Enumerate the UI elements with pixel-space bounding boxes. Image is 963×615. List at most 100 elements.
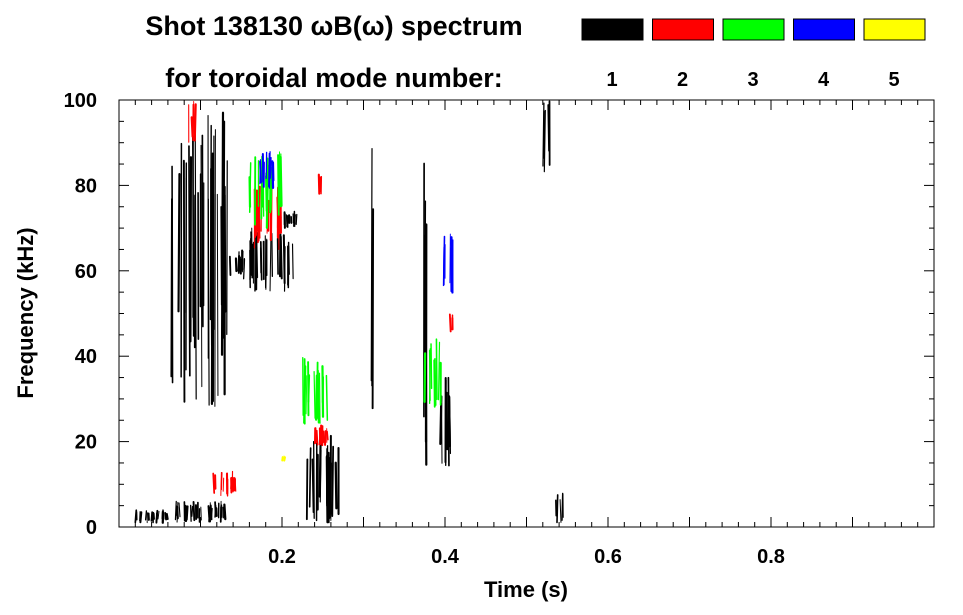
spectral-feature-mode-4: [259, 151, 275, 189]
feature-streak: [316, 361, 319, 420]
feature-streak: [268, 152, 270, 188]
feature-streak: [286, 215, 290, 228]
feature-streak: [447, 395, 452, 448]
feature-streak: [164, 512, 168, 521]
feature-streak: [232, 476, 235, 492]
feature-streak: [283, 246, 286, 292]
feature-streak: [177, 172, 181, 313]
feature-streak: [318, 372, 321, 424]
feature-streak: [442, 246, 445, 287]
feature-streak: [209, 504, 213, 521]
y-axis-label: Frequency (kHz): [13, 227, 38, 398]
feature-streak: [543, 109, 546, 173]
feature-streak: [259, 241, 263, 281]
spectral-feature-mode-2: [188, 100, 197, 143]
y-tick-label: 80: [75, 175, 97, 197]
feature-streak: [324, 430, 327, 446]
spectral-feature-mode-1: [439, 376, 452, 467]
feature-streak: [305, 375, 308, 415]
legend-swatch-mode-3: [722, 18, 785, 41]
feature-streak: [239, 256, 241, 274]
feature-streak: [178, 502, 181, 518]
feature-streak: [331, 445, 335, 517]
spectral-feature-mode-2: [448, 313, 454, 333]
spectral-feature-mode-2: [212, 470, 237, 497]
feature-streak: [370, 148, 373, 382]
feature-streak: [334, 461, 338, 510]
legend-swatch-mode-2: [652, 18, 714, 41]
spectral-feature-mode-1: [249, 227, 294, 292]
spectral-feature-mode-2: [313, 424, 329, 447]
feature-streak: [305, 458, 309, 521]
feature-streak: [265, 175, 267, 212]
feature-streak: [556, 494, 559, 524]
feature-streak: [321, 429, 324, 443]
legend: 1 2 3 4 5: [581, 18, 926, 91]
feature-streak: [437, 341, 441, 401]
feature-streak: [435, 338, 438, 401]
feature-streak: [259, 160, 262, 184]
feature-streak: [269, 232, 272, 292]
spectral-feature-mode-3: [248, 151, 283, 229]
feature-streak: [182, 159, 186, 403]
feature-streak: [209, 124, 212, 314]
feature-streak: [184, 504, 188, 523]
feature-streak: [220, 472, 223, 491]
feature-streak: [200, 506, 202, 521]
y-tick-label: 60: [75, 261, 97, 283]
legend-label-mode-2: 2: [677, 69, 688, 91]
x-axis-label: Time (s): [484, 577, 568, 602]
spectral-feature-mode-1: [305, 434, 340, 524]
feature-streak: [424, 234, 428, 466]
feature-streak: [157, 510, 160, 520]
y-tick-label: 20: [75, 432, 97, 454]
feature-streak: [190, 116, 194, 138]
feature-streak: [174, 500, 177, 521]
feature-streak: [326, 430, 329, 441]
legend-label-mode-4: 4: [818, 69, 830, 91]
feature-streak: [214, 505, 217, 518]
feature-streak: [208, 506, 212, 523]
x-tick-label: 0.4: [431, 546, 460, 568]
feature-streak: [279, 155, 283, 207]
legend-label-mode-5: 5: [888, 69, 899, 91]
spectral-feature-mode-1: [134, 509, 169, 524]
feature-streak: [448, 313, 452, 333]
plot-frame: [118, 99, 935, 528]
feature-streak: [271, 232, 273, 278]
chart-title-line2: for toroidal mode number:: [165, 63, 503, 93]
feature-streak: [450, 236, 454, 294]
x-tick-label: 0.6: [594, 546, 622, 568]
feature-streak: [176, 501, 179, 523]
feature-streak: [237, 254, 241, 272]
feature-streak: [547, 104, 550, 152]
spectral-feature-mode-1: [174, 500, 227, 523]
spectral-feature-mode-3: [423, 338, 442, 408]
feature-streak: [283, 456, 286, 462]
feature-streak: [326, 455, 328, 519]
feature-streak: [430, 343, 433, 390]
spectral-feature-mode-1: [370, 148, 375, 410]
feature-streak: [216, 193, 219, 396]
spectral-feature-mode-1: [423, 162, 428, 466]
feature-streak: [222, 120, 226, 339]
feature-streak: [313, 371, 316, 419]
feature-streak: [165, 512, 169, 521]
legend-swatch-mode-1: [581, 18, 644, 41]
feature-streak: [429, 348, 431, 405]
plot-marks: [134, 100, 564, 524]
x-tick-label: 0.8: [757, 546, 785, 568]
feature-streak: [258, 201, 261, 239]
feature-streak: [214, 129, 216, 407]
feature-streak: [314, 427, 318, 444]
feature-streak: [144, 510, 148, 521]
spectral-feature-mode-5: [281, 455, 286, 462]
feature-streak: [207, 198, 210, 406]
x-tick-label: 0.2: [268, 546, 296, 568]
feature-streak: [277, 154, 280, 216]
feature-streak: [201, 134, 204, 328]
legend-swatch-mode-5: [863, 18, 926, 41]
feature-streak: [251, 227, 253, 274]
spectral-feature-mode-3: [302, 357, 329, 425]
